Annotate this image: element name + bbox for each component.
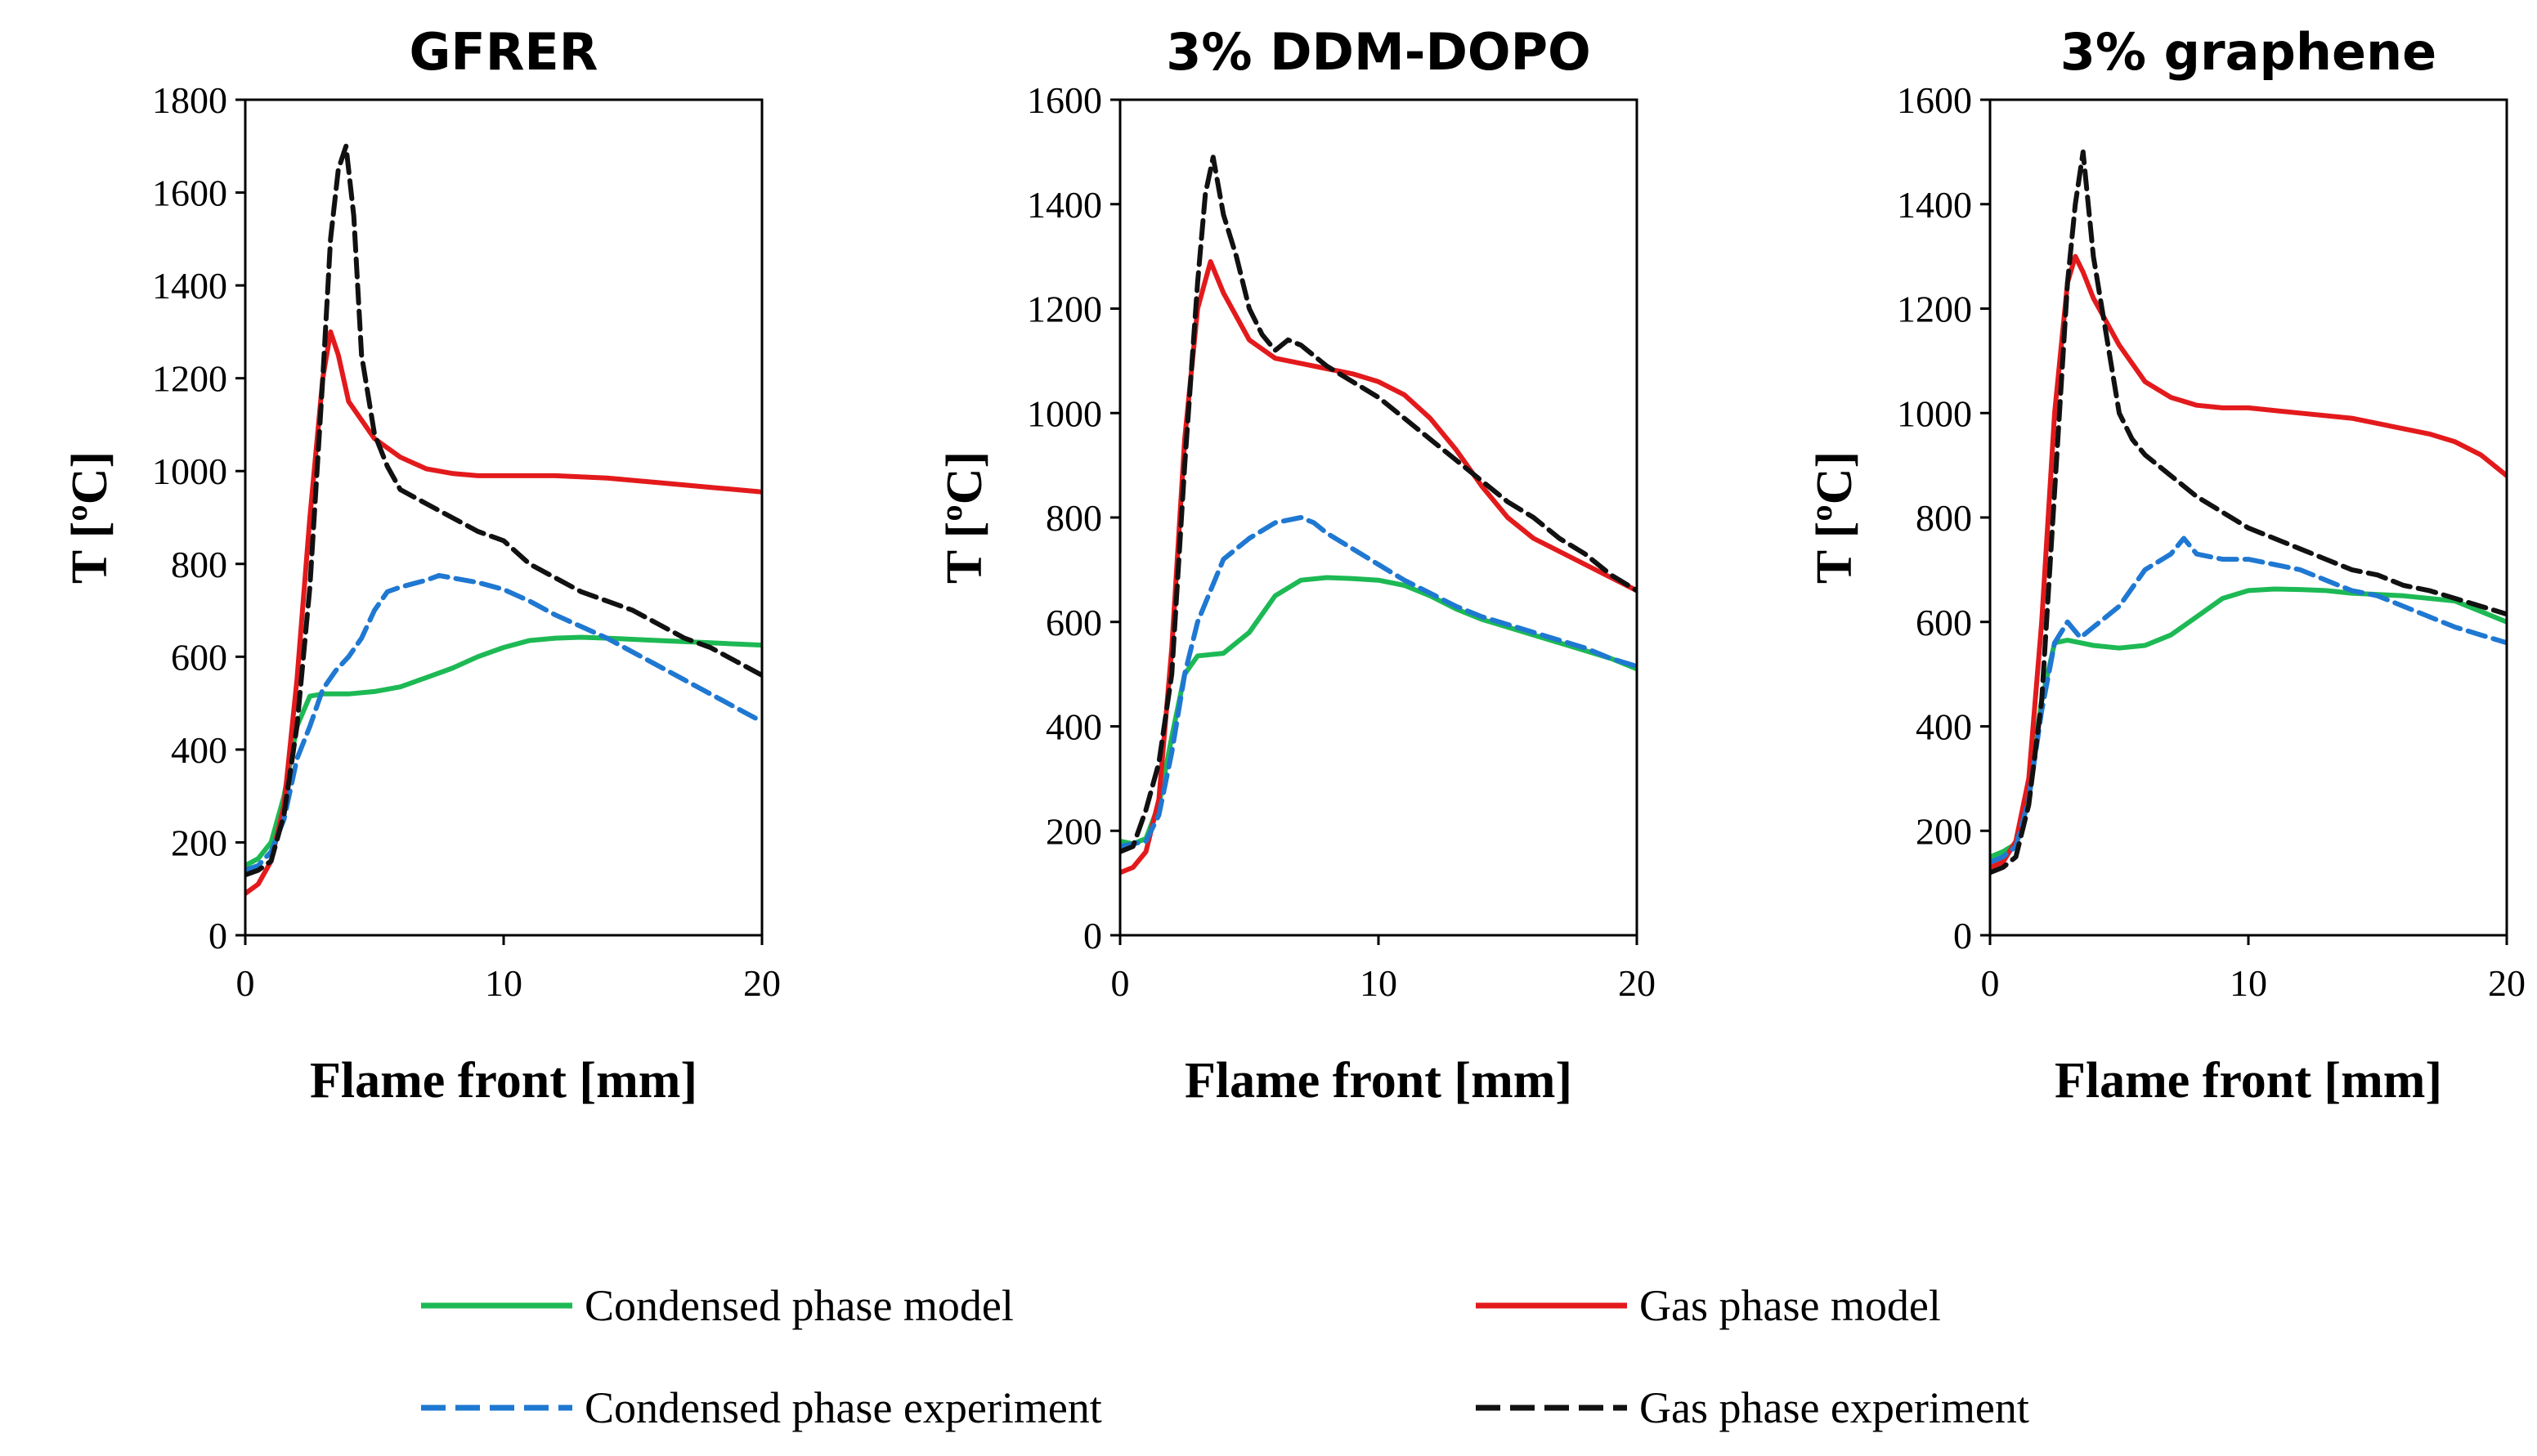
chart-title: 3% DDM-DOPO bbox=[1166, 22, 1591, 82]
y-tick-label: 0 bbox=[1953, 915, 1972, 956]
y-tick-label: 1200 bbox=[152, 358, 227, 400]
y-tick-label: 1200 bbox=[1027, 289, 1102, 330]
y-tick-label: 1400 bbox=[152, 265, 227, 307]
y-tick-label: 600 bbox=[1916, 602, 1972, 643]
y-tick-label: 1000 bbox=[1027, 392, 1102, 434]
y-tick-label: 200 bbox=[1916, 810, 1972, 852]
y-tick-label: 0 bbox=[1083, 915, 1102, 956]
plot-frame bbox=[1118, 98, 1638, 937]
legend-item-gas-phase-experiment: Gas phase experiment bbox=[1476, 1383, 2029, 1432]
series-line-gas-phase-model bbox=[245, 329, 762, 896]
y-tick-label: 1600 bbox=[1027, 79, 1102, 121]
chart-3-ddm-dopo: 3% DDM-DOPO02004006008001000120014001600… bbox=[937, 22, 1656, 1109]
series-line-condensed-phase-model bbox=[1120, 575, 1637, 847]
y-tick-label: 400 bbox=[171, 729, 227, 771]
x-tick-label: 10 bbox=[485, 962, 522, 1004]
x-tick-label: 20 bbox=[743, 962, 781, 1004]
y-axis-label: T [ºC] bbox=[62, 451, 118, 584]
legend-label: Gas phase model bbox=[1639, 1281, 1941, 1330]
chart-title: 3% graphene bbox=[2060, 22, 2436, 82]
x-axis-label: Flame front [mm] bbox=[1185, 1053, 1572, 1109]
chart-title: GFRER bbox=[409, 22, 598, 82]
y-tick-label: 200 bbox=[171, 822, 227, 863]
y-tick-label: 800 bbox=[1916, 497, 1972, 539]
y-tick-label: 1600 bbox=[152, 172, 227, 214]
legend-label: Condensed phase model bbox=[585, 1281, 1014, 1330]
legend-item-gas-phase-model: Gas phase model bbox=[1476, 1281, 1941, 1330]
series-line-condensed-phase-experiment bbox=[1990, 535, 2507, 865]
legend-item-condensed-phase-model: Condensed phase model bbox=[421, 1281, 1014, 1330]
y-tick-label: 1800 bbox=[152, 79, 227, 121]
x-tick-label: 0 bbox=[1981, 962, 2000, 1004]
legend-label: Condensed phase experiment bbox=[585, 1383, 1102, 1432]
y-tick-label: 1000 bbox=[1897, 392, 1972, 434]
y-tick-label: 400 bbox=[1916, 706, 1972, 748]
y-tick-label: 600 bbox=[1046, 602, 1102, 643]
x-tick-label: 20 bbox=[2488, 962, 2526, 1004]
legend-item-condensed-phase-experiment: Condensed phase experiment bbox=[421, 1383, 1102, 1432]
y-tick-label: 200 bbox=[1046, 810, 1102, 852]
y-axis-label: T [ºC] bbox=[1807, 451, 1862, 584]
y-tick-label: 1400 bbox=[1897, 184, 1972, 226]
x-tick-label: 10 bbox=[2230, 962, 2267, 1004]
chart-gfrer: GFRER 0 200 400 600 800 1000 1200 1400 1600 1800 0 1… bbox=[62, 22, 781, 1109]
y-tick-label: 600 bbox=[171, 636, 227, 678]
series-line-gas-phase-experiment bbox=[1120, 155, 1637, 854]
series-line-condensed-phase-experiment bbox=[245, 573, 762, 873]
y-tick-label: 400 bbox=[1046, 706, 1102, 748]
y-tick-label: 1000 bbox=[152, 450, 227, 492]
series-line-gas-phase-model bbox=[1990, 253, 2507, 870]
x-axis-label: Flame front [mm] bbox=[310, 1053, 697, 1109]
x-tick-label: 20 bbox=[1618, 962, 1656, 1004]
series-line-gas-phase-experiment bbox=[245, 143, 762, 878]
series-line-condensed-phase-model bbox=[1990, 586, 2507, 860]
x-tick-label: 0 bbox=[1111, 962, 1130, 1004]
legend-label: Gas phase experiment bbox=[1639, 1383, 2029, 1432]
plot-frame bbox=[244, 98, 764, 937]
series-line-condensed-phase-model bbox=[245, 634, 762, 868]
y-tick-label: 1400 bbox=[1027, 184, 1102, 226]
y-tick-label: 0 bbox=[208, 915, 227, 956]
y-axis-label: T [ºC] bbox=[937, 451, 993, 584]
y-tick-label: 800 bbox=[1046, 497, 1102, 539]
y-tick-label: 1200 bbox=[1897, 289, 1972, 330]
legend: Condensed phase model Gas phase model Cond… bbox=[421, 1281, 2029, 1432]
series-line-condensed-phase-experiment bbox=[1120, 515, 1637, 849]
series-line-gas-phase-experiment bbox=[1990, 149, 2507, 876]
y-tick-label: 800 bbox=[171, 544, 227, 585]
plot-frame bbox=[1988, 98, 2508, 937]
x-tick-label: 10 bbox=[1360, 962, 1397, 1004]
chart-3-graphene: 3% graphene02004006008001000120014001600… bbox=[1807, 22, 2526, 1109]
x-tick-label: 0 bbox=[236, 962, 255, 1004]
x-axis-label: Flame front [mm] bbox=[2055, 1053, 2442, 1109]
y-tick-label: 1600 bbox=[1897, 79, 1972, 121]
